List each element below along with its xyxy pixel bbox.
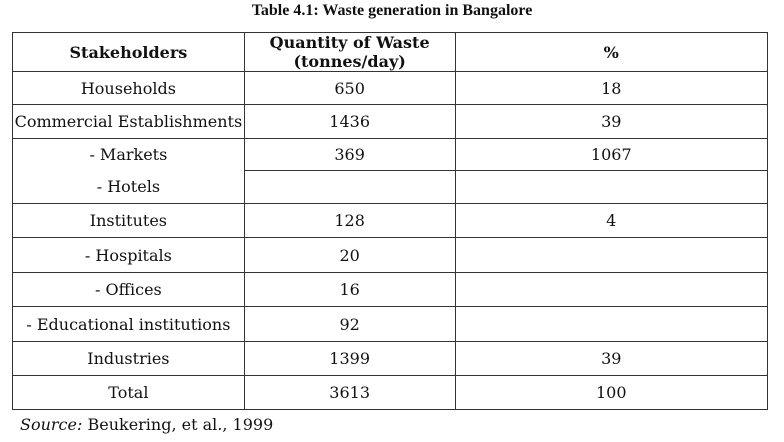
stakeholder-cell: - Educational institutions [12,306,245,342]
source-note: Source: Beukering, et al., 1999 [20,415,273,434]
quantity-cell: 1436 [243,104,456,139]
header-quantity: Quantity of Waste (tonnes/day) [243,32,456,72]
table-row: Households 650 18 [12,71,769,105]
table-row: Commercial Establishments 1436 39 [12,104,769,139]
quantity-cell [243,170,456,204]
table-row: - Offices 16 [12,272,769,307]
stakeholder-cell: - Offices [12,272,245,307]
quantity-cell: 1399 [243,341,456,376]
percent-cell: 18 [454,71,769,105]
header-percent: % [454,32,769,72]
quantity-cell: 369 [243,138,456,171]
source-label: Source: [20,415,83,434]
quantity-cell: 3613 [243,375,456,410]
table-row: Total 3613 100 [12,375,769,410]
percent-cell [454,306,769,342]
quantity-cell: 128 [243,203,456,238]
table-row: Industries 1399 39 [12,341,769,376]
percent-cell: 100 [454,375,769,410]
percent-cell: 1067 [454,138,769,171]
stakeholder-cell: - Hospitals [12,237,245,273]
table-row: - Hospitals 20 [12,237,769,273]
table-row: Institutes 128 4 [12,203,769,238]
stakeholder-cell: Total [12,375,245,410]
table-row: - Markets 369 1067 [12,138,769,171]
table-row: - Educational institutions 92 [12,306,769,342]
table-header-row: Stakeholders Quantity of Waste (tonnes/d… [12,32,769,72]
stakeholder-cell: Commercial Establishments [12,104,245,139]
percent-cell: 39 [454,341,769,376]
stakeholder-cell: - Markets [12,138,245,171]
table-row: - Hotels [12,170,769,204]
percent-cell [454,237,769,273]
stakeholder-cell: Institutes [12,203,245,238]
percent-cell [454,170,769,204]
source-text: Beukering, et al., 1999 [82,415,274,434]
percent-cell [454,272,769,307]
percent-cell: 39 [454,104,769,139]
waste-generation-table: Stakeholders Quantity of Waste (tonnes/d… [12,32,769,410]
quantity-cell: 16 [243,272,456,307]
table-title: Table 4.1: Waste generation in Bangalore [251,2,533,19]
stakeholder-cell: - Hotels [12,170,245,204]
quantity-cell: 20 [243,237,456,273]
quantity-cell: 650 [243,71,456,105]
quantity-cell: 92 [243,306,456,342]
header-stakeholders: Stakeholders [12,32,245,72]
percent-cell: 4 [454,203,769,238]
stakeholder-cell: Households [12,71,245,105]
stakeholder-cell: Industries [12,341,245,376]
